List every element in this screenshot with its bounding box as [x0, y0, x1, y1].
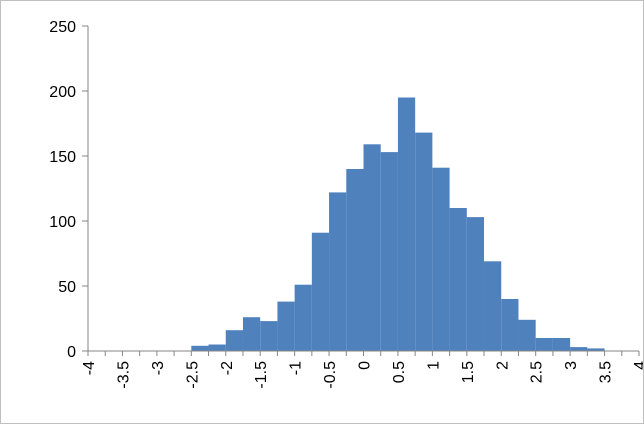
histogram-bar	[484, 261, 502, 351]
y-tick-label: 0	[67, 344, 76, 361]
x-tick-label: 1	[425, 361, 442, 370]
x-tick-label: -1	[288, 361, 305, 375]
x-tick-label: -4	[81, 361, 98, 375]
histogram-bar	[570, 347, 588, 351]
histogram-bar	[311, 232, 330, 351]
y-tick-label: 200	[49, 84, 76, 101]
x-tick-label: 3.5	[598, 361, 615, 383]
histogram-bar	[208, 344, 226, 351]
histogram-bar	[225, 330, 243, 351]
histogram-bar	[587, 348, 605, 351]
histogram-bar	[191, 345, 209, 351]
bars-group	[191, 97, 605, 351]
histogram-bar	[242, 317, 261, 351]
x-tick-label: 3	[563, 361, 580, 370]
histogram-bar	[449, 208, 467, 351]
histogram-bar	[535, 338, 553, 351]
histogram-bar	[294, 284, 312, 351]
histogram-bar	[329, 192, 347, 351]
x-tick-label: 4	[632, 361, 643, 370]
histogram-bar	[552, 338, 571, 351]
histogram-bar	[260, 321, 278, 351]
x-tick-label: -3	[150, 361, 167, 375]
histogram-bar	[501, 299, 519, 351]
x-tick-label: -2	[219, 361, 236, 375]
histogram-bar	[346, 169, 364, 351]
histogram-bar	[363, 144, 381, 351]
x-tick-label: -1.5	[253, 361, 270, 389]
x-tick-label: -3.5	[115, 361, 132, 389]
histogram-bar	[415, 132, 433, 351]
y-axis: 0 50 100 150 200 250	[49, 19, 89, 361]
x-tick-label: 1.5	[460, 361, 477, 383]
y-tick-label: 50	[58, 279, 76, 296]
x-tick-label: -2.5	[184, 361, 201, 389]
y-tick-label: 150	[49, 149, 76, 166]
histogram-bar	[518, 319, 536, 351]
x-axis: -4 -3.5 -3 -2.5 -2 -1.5 -1 -0.5 0 0.5 1 1.5 2 2.5 3 3.5…	[81, 350, 643, 389]
histogram-bar	[466, 217, 485, 351]
histogram-bar	[432, 167, 450, 351]
x-tick-label: 2.5	[529, 361, 546, 383]
y-tick-label: 100	[49, 214, 76, 231]
x-tick-label: 0	[357, 361, 374, 370]
histogram-bar	[397, 97, 416, 351]
x-tick-label: 0.5	[391, 361, 408, 383]
x-tick-label: 2	[494, 361, 511, 370]
histogram-bar	[277, 301, 295, 351]
histogram-bar	[380, 152, 398, 351]
x-tick-label: -0.5	[322, 361, 339, 389]
y-tick-label: 250	[49, 19, 76, 36]
